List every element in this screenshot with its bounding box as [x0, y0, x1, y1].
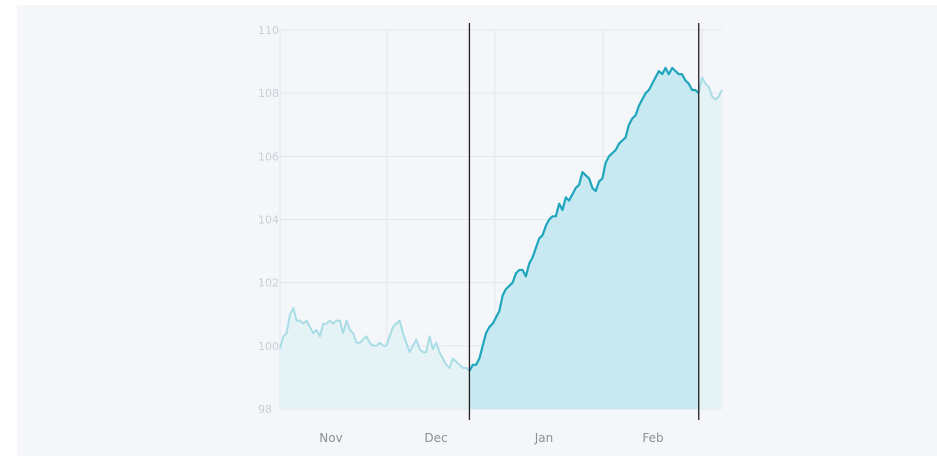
x-tick-label: Dec — [424, 431, 447, 445]
y-tick-label: 108 — [258, 87, 279, 100]
y-tick-label: 104 — [258, 214, 279, 227]
y-tick-label: 98 — [258, 403, 272, 416]
series-line-before-selection — [279, 306, 471, 372]
x-tick-label: Jan — [534, 431, 554, 445]
area-before-selection — [280, 307, 470, 409]
y-tick-label: 100 — [258, 340, 279, 353]
area-after-selection — [698, 77, 722, 410]
x-tick-label: Feb — [642, 431, 663, 445]
y-tick-label: 110 — [258, 24, 279, 37]
series-line-after-selection — [697, 76, 723, 101]
area-selection — [469, 67, 699, 410]
y-tick-label: 102 — [258, 277, 279, 290]
y-tick-label: 106 — [258, 150, 279, 163]
series-line-selection — [468, 66, 700, 372]
x-tick-label: Nov — [319, 431, 342, 445]
